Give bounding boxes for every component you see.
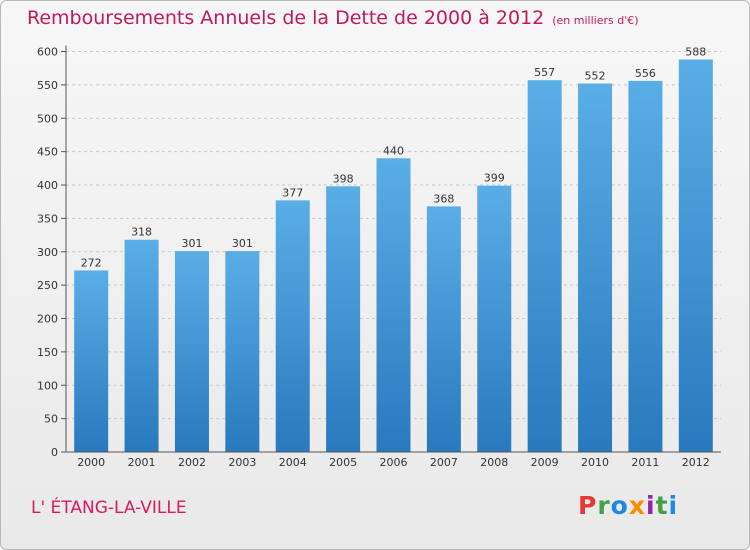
bar-2011: [628, 80, 663, 453]
bar-2005: [326, 186, 361, 452]
bar-2004: [275, 200, 310, 452]
y-tick-label: 600: [37, 46, 58, 59]
y-tick-label: 300: [37, 246, 58, 259]
axes: [65, 45, 721, 453]
x-tick-label: 2006: [380, 456, 408, 469]
value-label: 556: [635, 67, 656, 80]
x-tick-label: 2007: [430, 456, 458, 469]
value-label: 440: [383, 144, 404, 157]
x-tick-label: 2002: [178, 456, 206, 469]
bar-2008: [477, 185, 512, 453]
value-label: 272: [81, 256, 102, 269]
bar-2010: [578, 83, 613, 452]
y-tick-label: 200: [37, 313, 58, 326]
bar-2009: [527, 80, 562, 452]
value-label: 301: [232, 237, 253, 250]
commune-name: L' ÉTANG-LA-VILLE: [31, 498, 187, 518]
bar-2002: [174, 251, 209, 452]
bar-2006: [376, 158, 411, 453]
bar-2000: [74, 270, 109, 452]
x-tick-label: 2000: [77, 456, 105, 469]
x-tick-label: 2009: [531, 456, 559, 469]
y-tick-label: 250: [37, 279, 58, 292]
y-axis-ticks: 0 50 100 150 200 250 300 350 400 450 500 550 600: [37, 46, 66, 459]
y-tick-label: 500: [37, 112, 58, 125]
value-label: 318: [131, 226, 152, 239]
value-label: 552: [585, 70, 606, 83]
x-tick-label: 2003: [228, 456, 256, 469]
x-tick-label: 2001: [128, 456, 156, 469]
bar-2007: [426, 206, 461, 452]
y-tick-label: 100: [37, 379, 58, 392]
x-tick-label: 2004: [279, 456, 307, 469]
value-labels: 272 318 301 301 377 398 440 368 399 557 552 556 588: [81, 46, 707, 270]
x-tick-label: 2008: [480, 456, 508, 469]
bars: [74, 59, 713, 453]
chart-title: Remboursements Annuels de la Dette de 20…: [27, 7, 639, 29]
bar-2012: [678, 59, 713, 452]
x-axis-ticks: 2000 2001 2002 2003 2004 2005 2006 2007 2008 2009…: [77, 456, 710, 469]
y-tick-label: 400: [37, 179, 58, 192]
value-label: 301: [181, 237, 202, 250]
value-label: 377: [282, 186, 303, 199]
y-tick-label: 350: [37, 212, 58, 225]
value-label: 588: [685, 46, 706, 59]
value-label: 399: [484, 172, 505, 185]
y-tick-label: 450: [37, 146, 58, 159]
chart-title-text: Remboursements Annuels de la Dette de 20…: [27, 7, 545, 29]
x-tick-label: 2012: [682, 456, 710, 469]
y-tick-label: 550: [37, 79, 58, 92]
chart-unit: (en milliers d'€): [552, 14, 639, 27]
y-tick-label: 150: [37, 346, 58, 359]
x-tick-label: 2005: [329, 456, 357, 469]
x-tick-label: 2010: [581, 456, 609, 469]
value-label: 557: [534, 66, 555, 79]
value-label: 368: [433, 192, 454, 205]
y-tick-label: 0: [51, 446, 58, 459]
bar-2003: [225, 251, 260, 452]
proxiti-logo: Proxiti: [578, 491, 679, 520]
x-tick-label: 2011: [631, 456, 659, 469]
value-label: 398: [333, 172, 354, 185]
bar-2001: [124, 239, 159, 452]
y-tick-label: 50: [44, 413, 58, 426]
